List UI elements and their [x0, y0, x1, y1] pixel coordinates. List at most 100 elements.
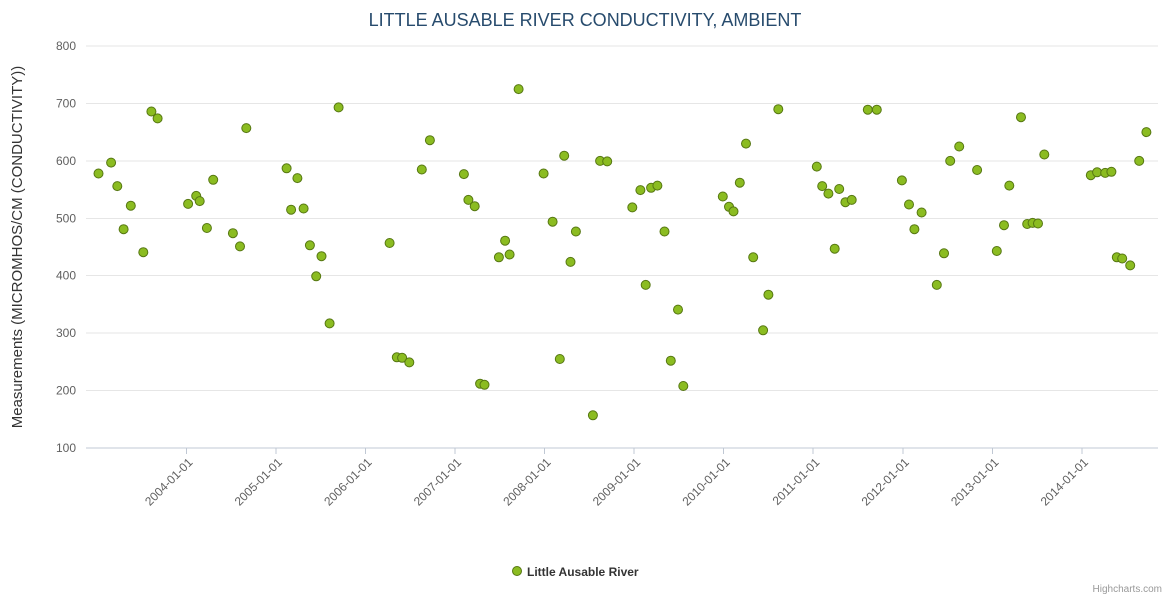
data-point[interactable] [587, 410, 598, 421]
data-point[interactable] [748, 252, 759, 263]
data-point[interactable] [1004, 180, 1015, 191]
y-axis-label: 200 [56, 384, 76, 398]
data-point[interactable] [763, 289, 774, 300]
data-point[interactable] [811, 161, 822, 172]
data-point[interactable] [734, 177, 745, 188]
data-point[interactable] [829, 243, 840, 254]
data-point[interactable] [659, 226, 670, 237]
data-point[interactable] [627, 202, 638, 213]
data-point[interactable] [93, 168, 104, 179]
data-point[interactable] [665, 355, 676, 366]
data-point[interactable] [1125, 260, 1136, 271]
data-point[interactable] [333, 102, 344, 113]
data-point[interactable] [773, 104, 784, 115]
data-point[interactable] [673, 304, 683, 315]
data-point[interactable] [570, 226, 581, 237]
data-point[interactable] [904, 199, 914, 210]
data-point[interactable] [235, 241, 245, 252]
data-point[interactable] [292, 173, 303, 184]
data-point[interactable] [538, 168, 549, 179]
data-point[interactable] [916, 207, 927, 218]
x-axis-label: 2007-01-01 [411, 455, 465, 509]
data-point[interactable] [1134, 155, 1145, 166]
data-point[interactable] [298, 203, 309, 214]
data-point[interactable] [500, 235, 511, 246]
data-point[interactable] [728, 206, 739, 217]
data-point[interactable] [112, 181, 123, 192]
data-point[interactable] [717, 191, 728, 202]
data-point[interactable] [324, 318, 335, 329]
data-point[interactable] [954, 141, 965, 152]
data-point[interactable] [1033, 218, 1043, 229]
data-point[interactable] [311, 271, 322, 282]
data-point[interactable] [896, 175, 907, 186]
data-point[interactable] [125, 200, 136, 211]
data-point[interactable] [504, 249, 515, 260]
y-axis-label: 800 [56, 39, 76, 53]
data-point[interactable] [547, 216, 558, 227]
credits-link[interactable]: Highcharts.com [1093, 584, 1162, 595]
data-point[interactable] [1141, 127, 1152, 138]
data-point[interactable] [1106, 166, 1117, 177]
data-point[interactable] [972, 165, 983, 175]
data-point[interactable] [208, 174, 219, 185]
data-point[interactable] [106, 157, 117, 168]
plot-area: 100 200 300 400 500 600 700 800 2004-01-01 2005-0… [56, 39, 1158, 509]
data-point[interactable] [991, 246, 1002, 256]
data-point[interactable] [241, 123, 252, 134]
data-point[interactable] [479, 379, 490, 390]
data-point[interactable] [469, 201, 480, 212]
data-point[interactable] [286, 204, 297, 215]
data-point[interactable] [635, 185, 646, 196]
data-point[interactable] [513, 84, 524, 95]
data-point[interactable] [194, 196, 205, 207]
data-point[interactable] [909, 224, 920, 235]
data-point[interactable] [559, 150, 570, 161]
data-point[interactable] [846, 194, 857, 205]
data-point[interactable] [493, 252, 504, 263]
data-point[interactable] [416, 164, 427, 175]
data-point[interactable] [758, 325, 769, 336]
data-point[interactable] [146, 106, 157, 117]
data-point[interactable] [138, 247, 149, 258]
data-point[interactable] [939, 248, 949, 259]
data-point[interactable] [424, 135, 435, 146]
x-axis-label: 2008-01-01 [500, 455, 554, 509]
data-point[interactable] [304, 240, 315, 251]
data-point[interactable] [640, 279, 651, 290]
data-point[interactable] [1016, 112, 1026, 123]
data-point[interactable] [201, 223, 212, 233]
data-point[interactable] [554, 354, 565, 364]
data-point[interactable] [834, 184, 845, 194]
y-axis-label: 700 [56, 96, 76, 110]
data-point[interactable] [227, 228, 238, 239]
data-point[interactable] [565, 256, 576, 267]
data-point[interactable] [463, 194, 474, 205]
data-point[interactable] [945, 155, 956, 166]
data-point[interactable] [862, 104, 873, 115]
x-axis-label: 2011-01-01 [770, 455, 823, 508]
data-point[interactable] [458, 169, 469, 180]
data-point[interactable] [652, 180, 663, 191]
data-point[interactable] [602, 156, 613, 167]
x-axis-label: 2014-01-01 [1038, 455, 1092, 509]
data-point[interactable] [152, 113, 163, 124]
data-point[interactable] [931, 279, 942, 290]
data-point[interactable] [404, 357, 415, 368]
data-point[interactable] [741, 138, 751, 149]
data-point[interactable] [384, 238, 395, 248]
data-point[interactable] [817, 181, 828, 192]
data-point[interactable] [281, 163, 292, 174]
data-point[interactable] [397, 352, 408, 363]
data-point[interactable] [316, 251, 327, 262]
data-point[interactable] [678, 381, 689, 391]
x-axis-label: 2005-01-01 [232, 455, 286, 509]
data-point[interactable] [1039, 149, 1050, 160]
data-point[interactable] [871, 104, 882, 115]
data-point[interactable] [823, 188, 834, 199]
data-point[interactable] [999, 220, 1009, 231]
legend-item[interactable]: Little Ausable River [512, 565, 639, 579]
data-point[interactable] [118, 224, 129, 235]
data-point[interactable] [1117, 253, 1128, 264]
data-point[interactable] [183, 198, 194, 209]
